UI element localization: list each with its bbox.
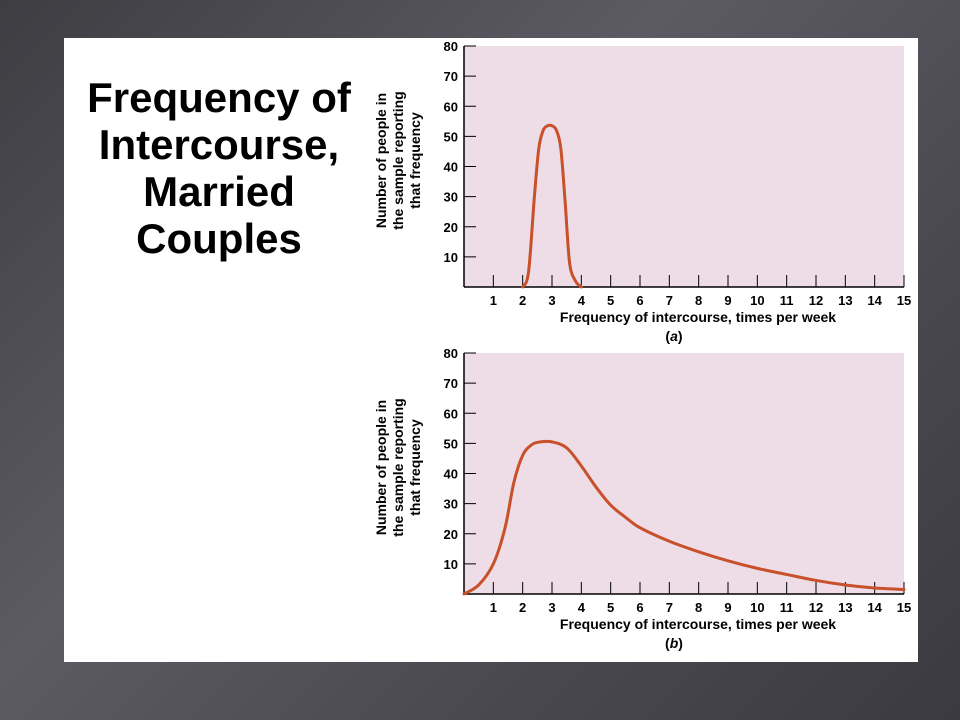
x-tick-label: 9 bbox=[724, 600, 731, 615]
x-tick-label: 11 bbox=[780, 600, 794, 615]
y-axis-title-line: Number of people in bbox=[373, 400, 389, 535]
x-tick-label: 9 bbox=[724, 293, 731, 308]
y-tick-label: 70 bbox=[444, 69, 458, 84]
chart-caption: (a) bbox=[665, 328, 682, 344]
x-tick-label: 6 bbox=[636, 293, 643, 308]
y-tick-label: 50 bbox=[444, 436, 458, 451]
y-tick-label: 30 bbox=[444, 190, 458, 205]
x-tick-label: 5 bbox=[607, 293, 614, 308]
chart-b: 10 20 30 40 50 60 70 80 1 2 3 4 5 6 7 8 9 10 11 12 13 14 15 Fre… bbox=[64, 38, 918, 703]
y-tick-label: 20 bbox=[444, 220, 458, 235]
slide: Frequency of Intercourse, Married Couple… bbox=[64, 38, 918, 662]
y-axis-title-line: that frequency bbox=[407, 112, 423, 209]
x-tick-label: 13 bbox=[838, 293, 852, 308]
x-tick-label: 4 bbox=[578, 600, 586, 615]
y-tick-label: 60 bbox=[444, 406, 458, 421]
x-tick-label: 3 bbox=[548, 600, 555, 615]
chart-a: 10 20 30 40 50 60 70 80 1 2 3 4 5 6 7 8 9 10 11 12 13 14 15 Fre… bbox=[64, 38, 918, 373]
title-line: Couples bbox=[136, 215, 302, 262]
y-tick-label: 10 bbox=[444, 557, 458, 572]
plot-area bbox=[464, 353, 904, 594]
x-tick-label: 7 bbox=[666, 600, 673, 615]
y-tick-label: 50 bbox=[444, 129, 458, 144]
x-tick-label: 13 bbox=[838, 600, 852, 615]
x-tick-label: 15 bbox=[897, 293, 911, 308]
y-tick-label: 20 bbox=[444, 527, 458, 542]
title-line: Frequency of bbox=[87, 74, 351, 121]
x-axis-title: Frequency of intercourse, times per week bbox=[560, 309, 836, 325]
title-line: Intercourse, bbox=[98, 121, 340, 168]
x-tick-label: 4 bbox=[578, 293, 586, 308]
y-tick-label: 70 bbox=[444, 376, 458, 391]
x-tick-label: 3 bbox=[548, 293, 555, 308]
x-tick-label: 14 bbox=[867, 600, 882, 615]
x-tick-label: 15 bbox=[897, 600, 911, 615]
x-tick-label: 6 bbox=[636, 600, 643, 615]
x-tick-label: 7 bbox=[666, 293, 673, 308]
x-tick-label: 5 bbox=[607, 600, 614, 615]
x-tick-label: 12 bbox=[809, 600, 823, 615]
y-axis-title-line: that frequency bbox=[407, 419, 423, 516]
x-tick-label: 10 bbox=[750, 600, 764, 615]
y-tick-label: 40 bbox=[444, 467, 458, 482]
x-tick-label: 14 bbox=[867, 293, 882, 308]
y-tick-label: 30 bbox=[444, 497, 458, 512]
y-tick-label: 80 bbox=[444, 346, 458, 361]
y-tick-label: 40 bbox=[444, 160, 458, 175]
y-axis-title-line: the sample reporting bbox=[390, 398, 406, 536]
y-axis-title-line: the sample reporting bbox=[390, 91, 406, 229]
x-tick-label: 10 bbox=[750, 293, 764, 308]
chart-caption: (b) bbox=[665, 635, 683, 651]
x-tick-label: 1 bbox=[490, 293, 497, 308]
x-tick-label: 12 bbox=[809, 293, 823, 308]
x-tick-label: 11 bbox=[780, 293, 794, 308]
x-tick-label: 8 bbox=[695, 600, 702, 615]
y-tick-label: 60 bbox=[444, 99, 458, 114]
y-tick-label: 80 bbox=[444, 39, 458, 54]
x-tick-label: 1 bbox=[490, 600, 497, 615]
x-tick-label: 8 bbox=[695, 293, 702, 308]
series-line bbox=[462, 439, 906, 596]
series-line bbox=[521, 123, 583, 289]
x-tick-label: 2 bbox=[519, 600, 526, 615]
title-line: Married bbox=[143, 168, 295, 215]
x-tick-label: 2 bbox=[519, 293, 526, 308]
y-tick-label: 10 bbox=[444, 250, 458, 265]
slide-title: Frequency of Intercourse, Married Couple… bbox=[64, 74, 374, 262]
y-axis-title-line: Number of people in bbox=[373, 93, 389, 228]
x-axis-title: Frequency of intercourse, times per week bbox=[560, 616, 836, 632]
